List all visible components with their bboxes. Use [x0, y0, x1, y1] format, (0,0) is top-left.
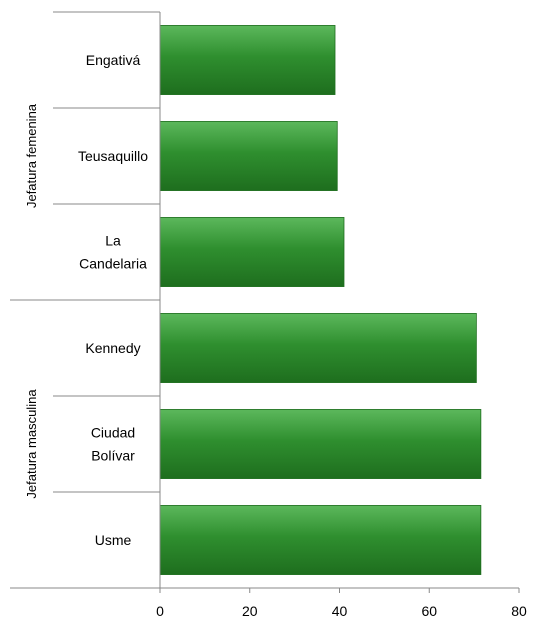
bar-teusaquillo — [160, 121, 337, 190]
category-label-teusaquillo: Teusaquillo — [78, 148, 148, 164]
category-label-la-candelaria: La Candelaria — [79, 233, 147, 272]
bar-ciudad-bol-var — [160, 409, 481, 478]
x-tick-label-40: 40 — [332, 603, 348, 619]
bar-usme — [160, 505, 481, 574]
x-tick-label-0: 0 — [156, 603, 164, 619]
category-label-usme: Usme — [95, 532, 132, 548]
x-tick-label-20: 20 — [242, 603, 258, 619]
group-label-jefatura-masculina: Jefatura masculina — [24, 389, 39, 499]
bars-layer — [160, 25, 481, 574]
bar-engativ- — [160, 25, 335, 94]
category-label-kennedy: Kennedy — [85, 340, 140, 356]
category-label-ciudad-bol-var: Ciudad Bolívar — [91, 425, 135, 464]
bar-la-candelaria — [160, 217, 344, 286]
x-tick-label-80: 80 — [511, 603, 527, 619]
category-label-engativ-: Engativá — [86, 52, 141, 68]
bar-kennedy — [160, 313, 476, 382]
x-tick-label-60: 60 — [421, 603, 437, 619]
group-label-jefatura-femenina: Jefatura femenina — [24, 103, 39, 208]
